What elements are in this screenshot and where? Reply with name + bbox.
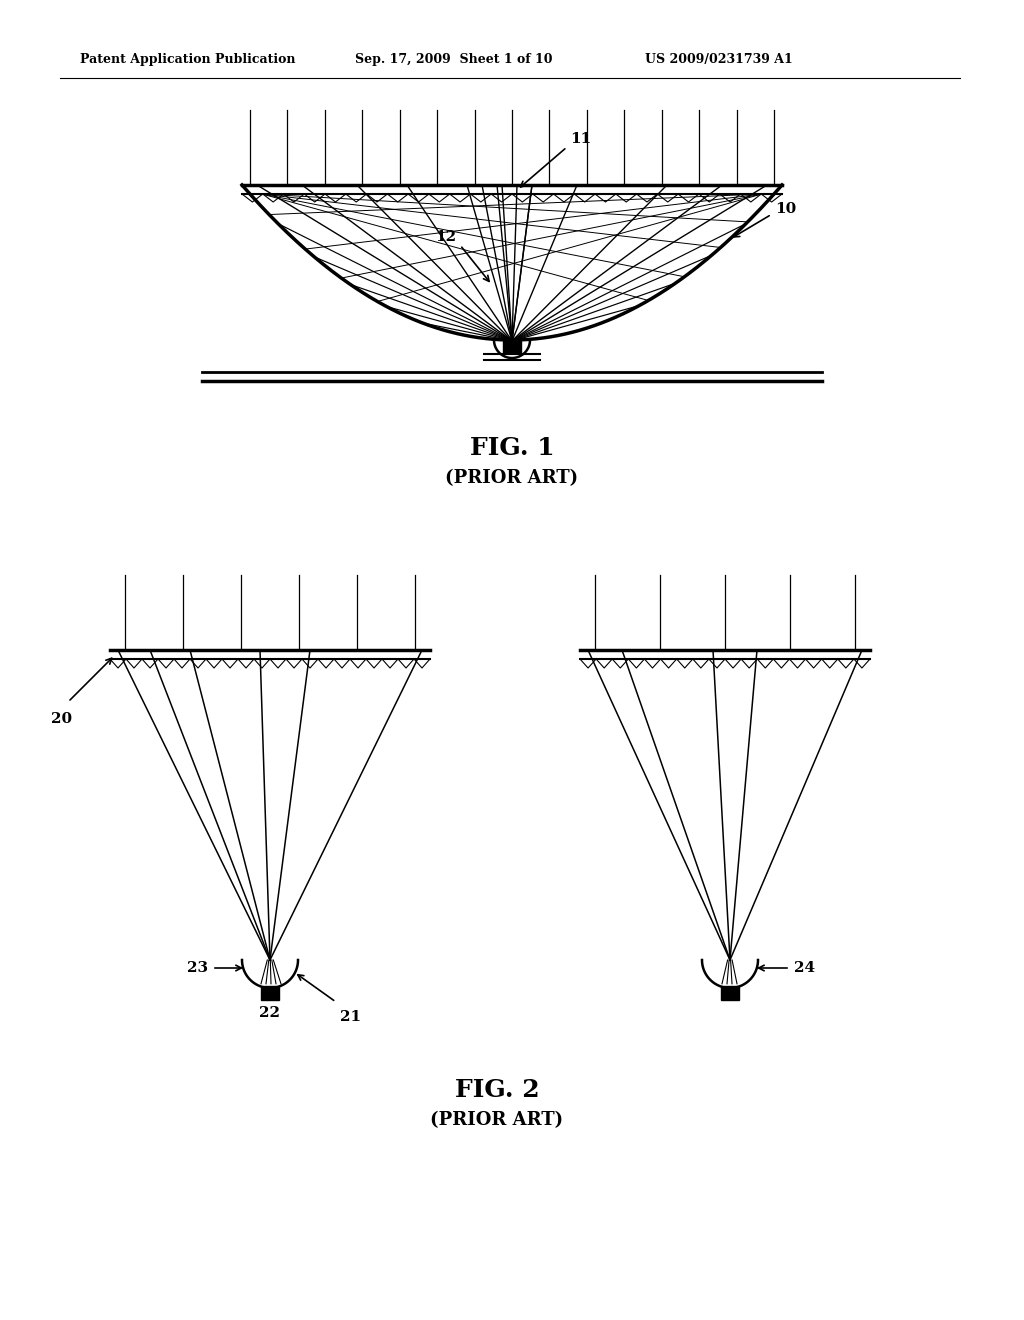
Text: (PRIOR ART): (PRIOR ART) <box>445 469 579 487</box>
Text: 11: 11 <box>570 132 591 147</box>
Text: FIG. 1: FIG. 1 <box>470 436 554 459</box>
Text: (PRIOR ART): (PRIOR ART) <box>430 1111 563 1129</box>
Text: US 2009/0231739 A1: US 2009/0231739 A1 <box>645 54 793 66</box>
Text: 20: 20 <box>51 711 73 726</box>
Text: Sep. 17, 2009  Sheet 1 of 10: Sep. 17, 2009 Sheet 1 of 10 <box>355 54 553 66</box>
Bar <box>261 986 279 1001</box>
Text: 22: 22 <box>259 1006 281 1020</box>
Text: FIG. 2: FIG. 2 <box>455 1078 540 1102</box>
Text: 24: 24 <box>794 961 815 975</box>
Bar <box>721 986 739 1001</box>
Text: 21: 21 <box>340 1010 361 1024</box>
Text: Patent Application Publication: Patent Application Publication <box>80 54 296 66</box>
Text: 12: 12 <box>435 230 456 244</box>
Text: 10: 10 <box>775 202 797 216</box>
Text: 23: 23 <box>186 961 208 975</box>
Bar <box>503 341 521 352</box>
